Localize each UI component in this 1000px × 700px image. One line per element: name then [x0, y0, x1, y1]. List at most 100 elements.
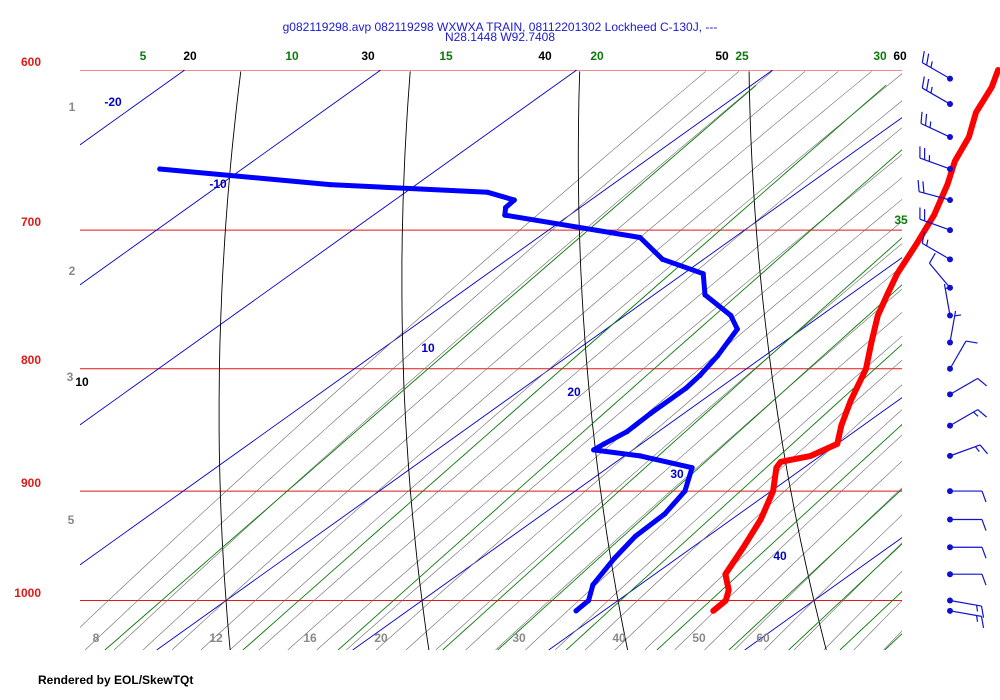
- wind-barb-staff: [949, 310, 957, 343]
- wind-barb: [947, 310, 962, 346]
- mixing-ratio-label: 15: [439, 49, 453, 63]
- wind-barb-dot: [947, 422, 953, 429]
- wind-barb-flag: [977, 377, 988, 387]
- wind-barb-dot: [947, 165, 953, 172]
- isotherm-label: 10: [421, 341, 435, 355]
- wind-barb-flag: [917, 179, 920, 192]
- dewpoint-point: [637, 453, 643, 459]
- wind-barb-dot: [947, 134, 953, 141]
- wind-barb: [921, 76, 953, 108]
- moist-adiabat-line: [943, 71, 1000, 650]
- wind-barb-flag: [980, 616, 985, 629]
- wind-barb-staff: [920, 122, 951, 138]
- wind-barb-flag: [921, 50, 925, 63]
- isotherm-label: -20: [104, 95, 122, 109]
- wind-barb: [943, 283, 953, 319]
- dewpoint-point: [586, 597, 592, 604]
- wind-barb-staff: [928, 262, 951, 289]
- dewpoint-point: [637, 234, 643, 241]
- moist-adiabat-line: [200, 71, 872, 650]
- wind-barb-staff: [921, 242, 951, 260]
- wind-barb-dot: [947, 488, 953, 495]
- dewpoint-point: [157, 166, 163, 172]
- dewpoint-point: [327, 181, 333, 188]
- moist-adiabat-line: [554, 335, 902, 650]
- wind-barb: [947, 544, 987, 559]
- dewpoint-point: [624, 429, 630, 435]
- wind-barb-dot: [947, 365, 953, 372]
- wind-barb: [920, 111, 953, 141]
- bottom-scale-label: 12: [209, 631, 223, 645]
- wind-barb-half-flag: [975, 605, 979, 612]
- wind-barb: [921, 231, 953, 263]
- wind-barb-half-flag: [975, 615, 979, 622]
- moist-adiabat-line: [853, 600, 902, 650]
- moist-adiabat-line: [80, 71, 706, 628]
- dewpoint-point: [682, 488, 688, 494]
- moist-adiabat-line: [465, 265, 902, 650]
- wind-barb-dot: [947, 339, 953, 346]
- wind-barb-dot: [947, 75, 953, 82]
- mixing-ratio-line: [728, 488, 902, 650]
- wind-barb-flag: [981, 574, 987, 586]
- isotherm-line: [80, 70, 381, 286]
- mixing-ratio-line: [656, 423, 902, 650]
- dry-adiabat-line: [401, 71, 430, 650]
- wind-barb-staff: [949, 377, 979, 395]
- wind-barb-half-flag: [929, 121, 932, 128]
- dry-adiabat-label: 50: [715, 49, 729, 63]
- moist-adiabat-line: [229, 73, 902, 650]
- mixing-ratio-label: 30: [873, 49, 887, 63]
- height-label: 1: [69, 100, 76, 114]
- skewt-profiles: [157, 67, 1000, 614]
- chart-title-line1: g082119298.avp 082119298 WXWXA TRAIN, 08…: [283, 20, 718, 34]
- pressure-label: 900: [21, 476, 41, 490]
- dewpoint-point: [648, 410, 654, 416]
- moist-adiabat-line: [525, 312, 902, 650]
- wind-barb-staff: [919, 157, 951, 170]
- moist-adiabat-line: [171, 71, 839, 650]
- wind-barb: [917, 179, 953, 203]
- wind-barb-flag: [965, 340, 978, 344]
- dewpoint-point: [662, 511, 668, 517]
- isotherm-line: [548, 397, 902, 650]
- isotherm-label: 30: [670, 467, 684, 481]
- wind-barb-half-flag: [974, 446, 980, 452]
- isotherm-label: -10: [209, 177, 227, 191]
- moist-adiabat-line: [674, 434, 902, 650]
- isotherm-line: [80, 70, 577, 426]
- wind-barb-half-flag: [945, 285, 952, 290]
- wind-barb-staff: [949, 444, 981, 457]
- moist-adiabat-line: [435, 243, 902, 650]
- wind-barb: [947, 377, 988, 398]
- wind-barb-staff: [949, 610, 982, 617]
- wind-barb-dot: [947, 452, 953, 459]
- mixing-ratio-line: [497, 284, 902, 650]
- wind-barb-flag: [979, 444, 989, 455]
- bottom-scale-label: 40: [612, 631, 626, 645]
- dewpoint-point: [632, 533, 639, 539]
- wind-barb-staff: [949, 409, 979, 427]
- wind-barb: [919, 207, 953, 234]
- bottom-scale-label: 8: [93, 631, 100, 645]
- mixing-ratio-line: [884, 633, 902, 650]
- wind-barb-dot: [947, 607, 953, 614]
- wind-barb: [947, 597, 985, 618]
- dewpoint-point: [502, 212, 508, 218]
- dry-adiabat-label: 20: [183, 49, 197, 63]
- moist-adiabat-line: [346, 177, 902, 650]
- dewpoint-point: [511, 197, 517, 203]
- moist-adiabat-line: [113, 71, 773, 650]
- dewpoint-point: [734, 326, 740, 332]
- wind-barb: [919, 146, 953, 172]
- pressure-label: 800: [21, 353, 41, 367]
- wind-barb-staff: [921, 62, 951, 80]
- wind-barb-flag: [977, 409, 988, 418]
- dry-adiabat-line: [218, 71, 242, 650]
- wind-barb-staff: [949, 599, 982, 607]
- dewpoint-point: [485, 189, 491, 195]
- isotherm-line: [352, 257, 902, 650]
- dewpoint-point: [590, 582, 596, 588]
- wind-barb-flag: [922, 181, 925, 194]
